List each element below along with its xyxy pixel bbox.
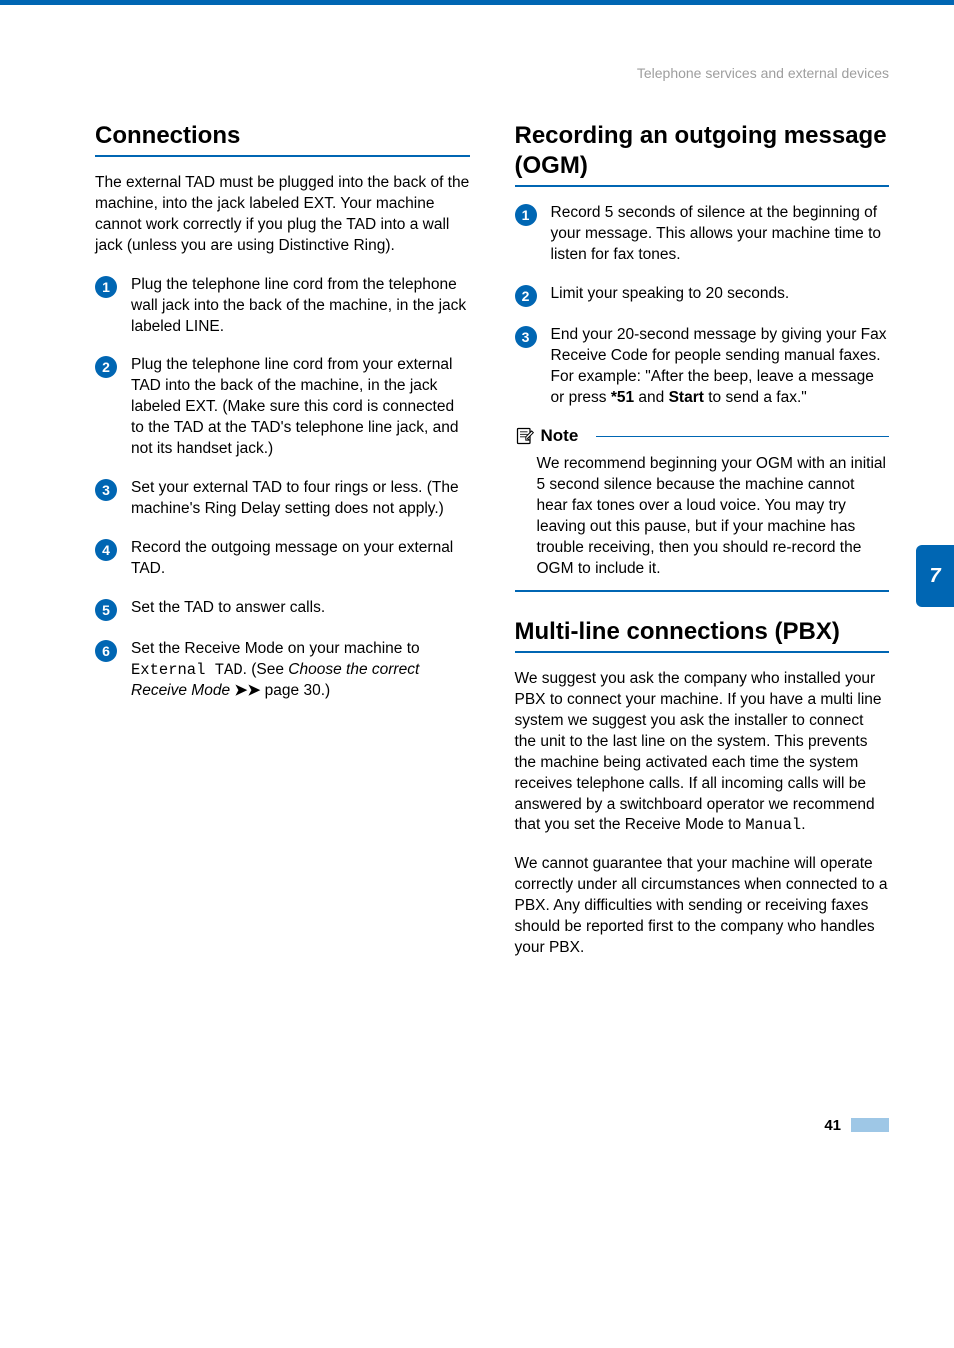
connections-title: Connections [95,121,470,151]
step-badge-2: 2 [95,356,117,378]
right-column: Recording an outgoing message (OGM) 1 Re… [515,121,890,977]
ogm-text-1: Record 5 seconds of silence at the begin… [551,203,890,266]
pbx-p1: We suggest you ask the company who insta… [515,669,890,836]
title-rule [515,185,890,187]
step-2: 2 Plug the telephone line cord from your… [95,355,470,460]
ogm3-c: to send a fax." [704,389,807,406]
title-rule [95,155,470,157]
step6-mono: External TAD [131,661,243,679]
chapter-tab: 7 [916,545,954,607]
step6-part-a: Set the Receive Mode on your machine to [131,640,420,657]
pbx-p1-a: We suggest you ask the company who insta… [515,670,882,833]
page-number: 41 [824,1117,841,1134]
breadcrumb: Telephone services and external devices [95,65,889,81]
footer-bar [851,1118,889,1132]
step-text-2: Plug the telephone line cord from your e… [131,355,470,460]
step-badge-4: 4 [95,539,117,561]
step-6: 6 Set the Receive Mode on your machine t… [95,639,470,702]
ogm-step-3: 3 End your 20-second message by giving y… [515,325,890,409]
note-header: Note [515,426,890,446]
note-body: We recommend beginning your OGM with an … [537,454,890,580]
step6-part-d: page 30.) [260,682,330,699]
ogm-badge-1: 1 [515,204,537,226]
step-badge-5: 5 [95,599,117,621]
pbx-p2: We cannot guarantee that your machine wi… [515,854,890,959]
note-label: Note [541,426,579,446]
ogm-step-1: 1 Record 5 seconds of silence at the beg… [515,203,890,266]
step6-arrows: ➤➤ [234,682,260,699]
step-text-4: Record the outgoing message on your exte… [131,538,470,580]
connections-intro: The external TAD must be plugged into th… [95,173,470,257]
step-1: 1 Plug the telephone line cord from the … [95,275,470,338]
ogm3-start: Start [669,389,704,406]
step-3: 3 Set your external TAD to four rings or… [95,478,470,520]
step-badge-6: 6 [95,640,117,662]
note-icon [515,426,535,446]
step-badge-1: 1 [95,276,117,298]
ogm-text-3: End your 20-second message by giving you… [551,325,890,409]
note-bottom-line [515,590,890,592]
ogm-badge-3: 3 [515,326,537,348]
step-5: 5 Set the TAD to answer calls. [95,598,470,621]
step-text-3: Set your external TAD to four rings or l… [131,478,470,520]
ogm-badge-2: 2 [515,285,537,307]
step-badge-3: 3 [95,479,117,501]
note-header-line [596,436,889,437]
pbx-p1-b: . [801,816,805,833]
left-column: Connections The external TAD must be plu… [95,121,470,977]
step-text-6: Set the Receive Mode on your machine to … [131,639,470,702]
step-text-5: Set the TAD to answer calls. [131,598,470,619]
step-text-1: Plug the telephone line cord from the te… [131,275,470,338]
ogm3-code: *51 [611,389,634,406]
ogm3-b: and [634,389,668,406]
page-content: Telephone services and external devices … [0,5,954,1017]
ogm-text-2: Limit your speaking to 20 seconds. [551,284,890,305]
ogm-title: Recording an outgoing message (OGM) [515,121,890,181]
note-block: Note We recommend beginning your OGM wit… [515,426,890,592]
title-rule [515,651,890,653]
two-column-layout: Connections The external TAD must be plu… [95,121,889,977]
step-4: 4 Record the outgoing message on your ex… [95,538,470,580]
ogm-step-2: 2 Limit your speaking to 20 seconds. [515,284,890,307]
step6-part-b: . (See [243,661,289,678]
footer: 41 [0,1117,954,1164]
pbx-title: Multi-line connections (PBX) [515,617,890,647]
pbx-p1-mono: Manual [745,816,801,834]
